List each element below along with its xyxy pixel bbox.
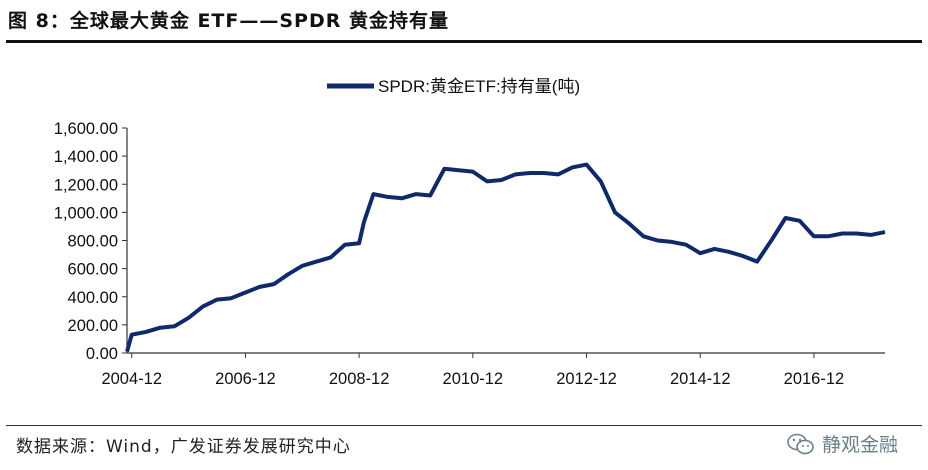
x-tick-label: 2012-12 <box>556 370 617 388</box>
x-tick-label: 2016-12 <box>784 370 845 388</box>
x-tick-label: 2008-12 <box>329 370 390 388</box>
x-tick-label: 2010-12 <box>443 370 504 388</box>
x-tick-label: 2014-12 <box>670 370 731 388</box>
line-chart: SPDR:黄金ETF:持有量(吨) 0.00 200.00 400.00 600.00… <box>54 77 886 388</box>
x-tick-label: 2004-12 <box>101 370 162 388</box>
x-tick-label: 2006-12 <box>215 370 276 388</box>
y-tick-label: 800.00 <box>68 233 118 251</box>
source-note: 数据来源：Wind，广发证券发展研究中心 <box>16 437 351 457</box>
y-tick-label: 1,600.00 <box>54 120 118 138</box>
watermark: 静观金融 <box>786 430 898 457</box>
y-tick-label: 600.00 <box>68 261 118 279</box>
y-tick-label: 1,000.00 <box>54 204 118 222</box>
legend-label: SPDR:黄金ETF:持有量(吨) <box>378 77 580 96</box>
page-title: 图 8：全球最大黄金 ETF——SPDR 黄金持有量 <box>8 10 449 32</box>
y-tick-label: 1,200.00 <box>54 176 118 194</box>
y-tick-label: 1,400.00 <box>54 148 118 166</box>
x-axis: 2004-12 2006-12 2008-12 2010-12 2012-12 2014-… <box>101 352 885 388</box>
y-tick-label: 200.00 <box>68 317 118 335</box>
watermark-text: 静观金融 <box>821 434 898 456</box>
y-tick-label: 400.00 <box>68 289 118 307</box>
legend: SPDR:黄金ETF:持有量(吨) <box>327 77 580 96</box>
y-axis: 0.00 200.00 400.00 600.00 800.00 1,000.00 1,20… <box>54 120 128 363</box>
wechat-icon <box>787 433 814 454</box>
y-tick-label: 0.00 <box>86 345 118 363</box>
series-line <box>125 162 886 353</box>
title-rule <box>6 40 922 43</box>
footer-rule <box>6 425 922 426</box>
